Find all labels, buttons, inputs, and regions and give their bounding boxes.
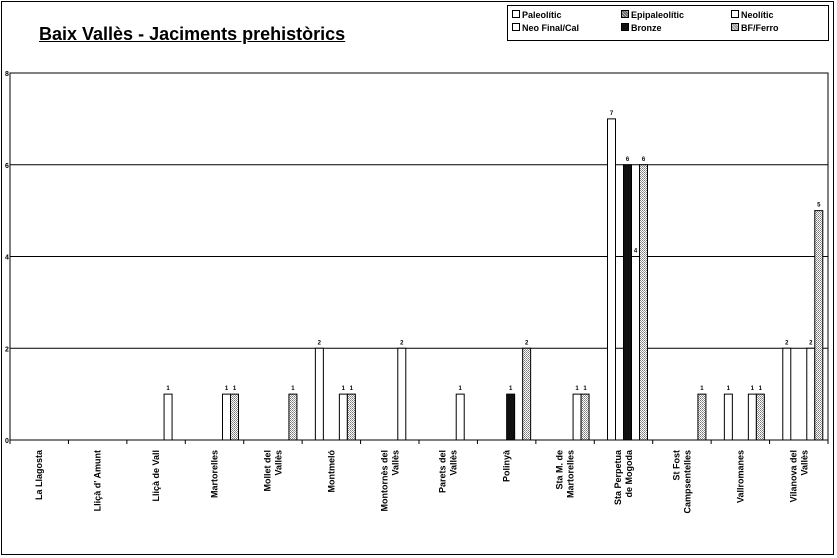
bar [623, 164, 632, 441]
x-tick-label: Vilanova del [788, 450, 798, 502]
x-tick-label: Vallromanes [735, 450, 745, 503]
y-tick-label: 0 [5, 438, 9, 445]
data-label: 1 [727, 386, 731, 392]
x-tick-label: Mollet del [262, 450, 272, 492]
bar [782, 347, 792, 441]
data-label: 1 [342, 386, 346, 392]
x-tick-label: La Llagosta [34, 449, 44, 500]
data-label: 1 [751, 386, 755, 392]
legend-label: Epipaleolític [631, 10, 685, 20]
data-label: 1 [700, 386, 704, 392]
bar [455, 393, 465, 441]
x-tick-label: Vallès [799, 450, 809, 476]
x-tick-label: Montmeló [326, 450, 336, 493]
bar [163, 393, 173, 441]
bar [580, 393, 590, 441]
y-tick-label: 6 [5, 163, 9, 170]
x-tick-label: de Mogoda [624, 449, 634, 497]
data-label: 2 [318, 340, 322, 346]
bar [230, 393, 239, 441]
legend-item: Neolític [731, 10, 774, 21]
data-label: 1 [233, 386, 237, 392]
bar [723, 393, 733, 441]
x-tick-label: Parets del [438, 450, 448, 493]
x-tick-label: Lliçà d' Amunt [93, 450, 103, 511]
data-label: 2 [785, 340, 789, 346]
bar [222, 393, 231, 441]
bar [806, 347, 816, 441]
data-label: 1 [225, 386, 229, 392]
bar [338, 393, 348, 441]
data-label: 1 [575, 386, 579, 392]
legend-label: Neo Final/Cal [522, 23, 580, 33]
data-label: 1 [166, 386, 170, 392]
bar [697, 393, 707, 441]
bar [346, 393, 356, 441]
chart-title: Baix Vallès - Jaciments prehistòrics [39, 24, 346, 44]
x-tick-label: Martorelles [210, 450, 220, 498]
legend-item: Epipaleolític [621, 10, 684, 21]
bar [314, 347, 324, 441]
legend-item: BF/Ferro [731, 23, 779, 34]
legend-item: Bronze [621, 23, 662, 34]
data-label: 1 [509, 386, 513, 392]
data-label: 7 [610, 111, 614, 117]
bar [506, 393, 516, 441]
data-label: 6 [642, 157, 646, 163]
x-tick-label: Vallès [390, 450, 400, 476]
y-tick-label: 2 [5, 346, 9, 353]
data-label: 1 [291, 386, 295, 392]
x-tick-label: St Fost [671, 450, 681, 481]
bar [639, 164, 648, 441]
bar [607, 118, 616, 441]
data-label: 1 [350, 386, 354, 392]
data-label: 4 [634, 249, 638, 255]
legend-label: Paleolític [522, 10, 562, 20]
x-tick-label: Vallès [449, 450, 459, 476]
data-label: 6 [626, 157, 630, 163]
legend-swatch [621, 23, 629, 31]
x-tick-label: Martorelles [566, 450, 576, 498]
data-label: 2 [809, 340, 813, 346]
x-tick-label: Sta M. de [555, 450, 565, 490]
data-label: 5 [817, 203, 821, 209]
x-tick-label: Campsentelles [682, 450, 692, 514]
data-label: 2 [400, 340, 404, 346]
bar [814, 210, 824, 441]
bar [631, 256, 640, 441]
bar [397, 347, 407, 441]
legend-swatch [512, 10, 520, 18]
y-tick-label: 8 [5, 71, 9, 78]
bar [572, 393, 582, 441]
x-tick-label: Vallès [273, 450, 283, 476]
legend-swatch [512, 23, 520, 31]
legend-swatch [731, 23, 739, 31]
legend-item: Neo Final/Cal [512, 23, 579, 34]
x-tick-label: Montornès del [379, 450, 389, 512]
data-label: 2 [525, 340, 529, 346]
data-label: 1 [583, 386, 587, 392]
legend-label: Neolític [741, 10, 774, 20]
legend-label: Bronze [631, 23, 662, 33]
bar [288, 393, 298, 441]
bar [522, 347, 532, 441]
x-tick-label: Sta Perpetua [613, 449, 623, 505]
legend-label: BF/Ferro [741, 23, 779, 33]
data-label: 1 [759, 386, 763, 392]
data-label: 1 [459, 386, 463, 392]
legend: Paleolític Epipaleolític Neolític Neo Final… [507, 5, 829, 41]
legend-swatch [621, 10, 629, 18]
legend-item: Paleolític [512, 10, 562, 21]
x-tick-label: Polinyà [502, 449, 512, 482]
x-tick-label: Lliçà de Vall [151, 450, 161, 502]
bar [747, 393, 757, 441]
bar [755, 393, 765, 441]
y-tick-label: 4 [5, 255, 9, 262]
legend-swatch [731, 10, 739, 18]
